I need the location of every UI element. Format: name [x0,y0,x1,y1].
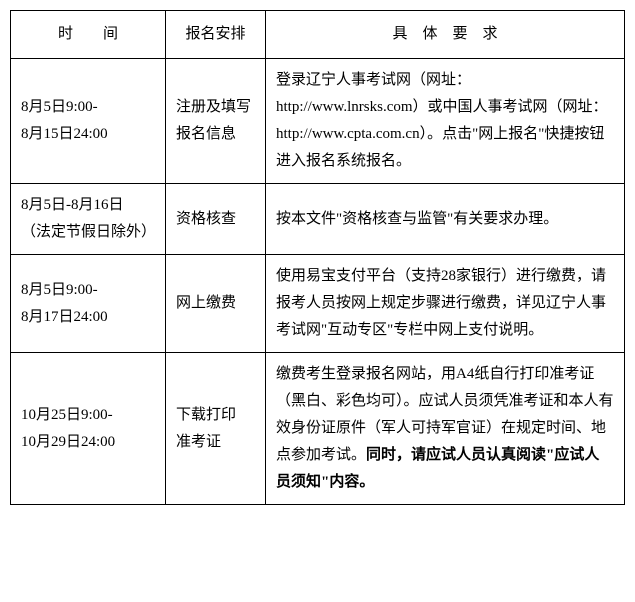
arrangement-cell: 资格核查 [166,184,266,255]
table-row: 10月25日9:00- 10月29日24:00 下载打印 准考证 缴费考生登录报… [11,353,625,505]
arrangement-text: 下载打印 [176,407,236,423]
time-text: 8月17日24:00 [21,309,108,325]
arrangement-text: 注册及填写 [176,99,251,115]
table-row: 8月5日9:00- 8月17日24:00 网上缴费 使用易宝支付平台（支持28家… [11,255,625,353]
time-text: 8月15日24:00 [21,126,108,142]
time-cell: 8月5日9:00- 8月15日24:00 [11,59,166,184]
table-row: 8月5日9:00- 8月15日24:00 注册及填写 报名信息 登录辽宁人事考试… [11,59,625,184]
time-text: 8月5日9:00- [21,282,98,298]
header-arrangement: 报名安排 [166,11,266,59]
requirement-text: 按本文件"资格核查与监管"有关要求办理。 [276,211,558,227]
time-text: 8月5日-8月16日 [21,197,124,213]
arrangement-cell: 网上缴费 [166,255,266,353]
table-row: 8月5日-8月16日 （法定节假日除外） 资格核查 按本文件"资格核查与监管"有… [11,184,625,255]
arrangement-cell: 下载打印 准考证 [166,353,266,505]
arrangement-text: 准考证 [176,434,221,450]
time-cell: 8月5日9:00- 8月17日24:00 [11,255,166,353]
time-text: 8月5日9:00- [21,99,98,115]
time-text: （法定节假日除外） [21,224,156,240]
arrangement-text: 网上缴费 [176,295,236,311]
arrangement-text: 资格核查 [176,211,236,227]
time-cell: 10月25日9:00- 10月29日24:00 [11,353,166,505]
requirement-cell: 按本文件"资格核查与监管"有关要求办理。 [266,184,625,255]
requirement-cell: 缴费考生登录报名网站，用A4纸自行打印准考证（黑白、彩色均可）。应试人员须凭准考… [266,353,625,505]
header-time: 时 间 [11,11,166,59]
requirement-text: 登录辽宁人事考试网（网址：http://www.lnrsks.com）或中国人事… [276,72,608,169]
schedule-table: 时 间 报名安排 具 体 要 求 8月5日9:00- 8月15日24:00 注册… [10,10,625,505]
time-text: 10月25日9:00- [21,407,113,423]
header-requirement: 具 体 要 求 [266,11,625,59]
arrangement-cell: 注册及填写 报名信息 [166,59,266,184]
time-cell: 8月5日-8月16日 （法定节假日除外） [11,184,166,255]
arrangement-text: 报名信息 [176,126,236,142]
requirement-text: 使用易宝支付平台（支持28家银行）进行缴费，请报考人员按网上规定步骤进行缴费，详… [276,268,606,338]
table-header-row: 时 间 报名安排 具 体 要 求 [11,11,625,59]
requirement-cell: 使用易宝支付平台（支持28家银行）进行缴费，请报考人员按网上规定步骤进行缴费，详… [266,255,625,353]
requirement-cell: 登录辽宁人事考试网（网址：http://www.lnrsks.com）或中国人事… [266,59,625,184]
time-text: 10月29日24:00 [21,434,115,450]
